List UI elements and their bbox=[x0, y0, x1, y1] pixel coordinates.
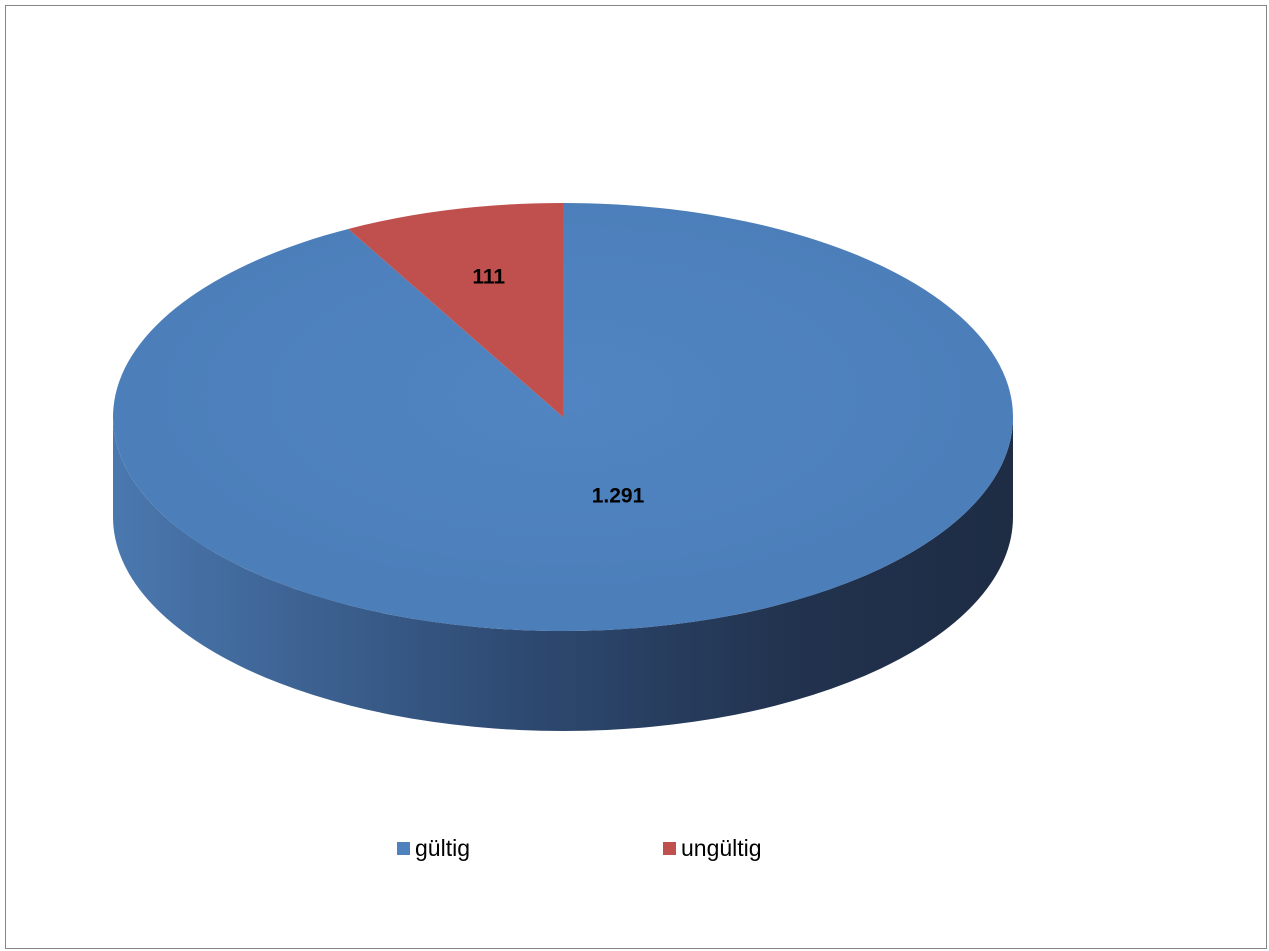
data-label-ungültig: 111 bbox=[472, 266, 505, 289]
pie-tops bbox=[113, 203, 1014, 632]
chart-area: 1.291 111 gültig ungültig bbox=[5, 5, 1267, 949]
pie-side-gültig bbox=[113, 417, 1013, 731]
pie-labels: 1.291 111 bbox=[472, 266, 644, 508]
legend-label-gueltig: gültig bbox=[415, 834, 470, 861]
legend-item-gueltig: gültig bbox=[397, 834, 470, 862]
legend-item-ungueltig: ungültig bbox=[663, 834, 762, 862]
legend-label-ungueltig: ungültig bbox=[681, 834, 762, 861]
pie-slice-gültig bbox=[113, 203, 1014, 632]
pie-chart: 1.291 111 bbox=[113, 203, 1014, 731]
legend-swatch-gueltig bbox=[397, 841, 410, 855]
data-label-gültig: 1.291 bbox=[592, 485, 645, 508]
pie-slice-ungültig bbox=[348, 203, 563, 417]
pie-sides bbox=[113, 417, 1013, 731]
legend: gültig ungültig bbox=[6, 834, 1268, 862]
legend-swatch-ungueltig bbox=[663, 841, 676, 855]
